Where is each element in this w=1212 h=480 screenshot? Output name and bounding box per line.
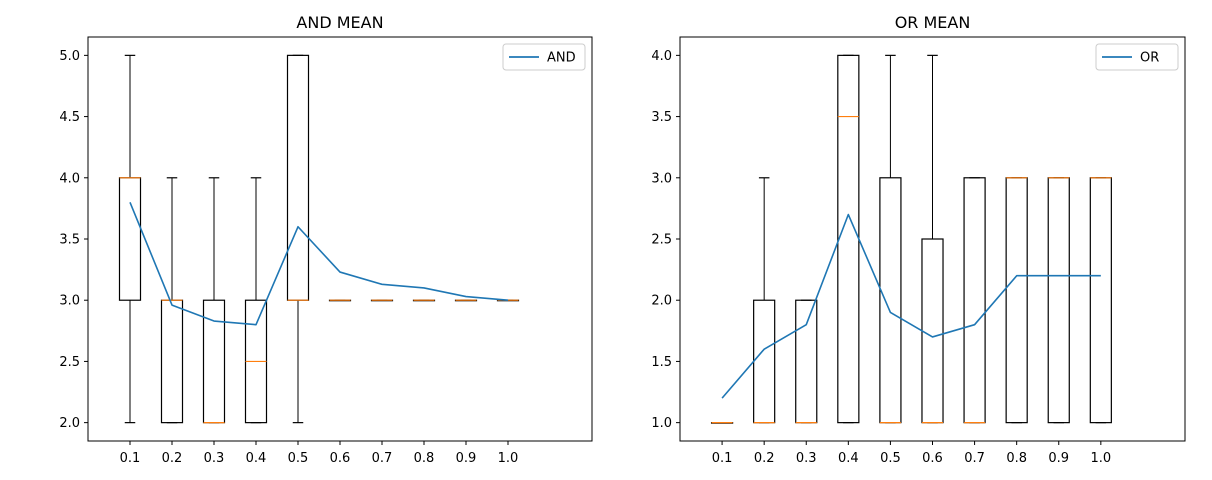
box-0.9: [1047, 177, 1070, 424]
x-tick-label: 0.4: [246, 451, 267, 466]
box-body: [1005, 177, 1028, 424]
x-tick-label: 0.9: [456, 451, 477, 466]
x-tick-label: 0.3: [796, 451, 817, 466]
legend-label: OR: [1140, 51, 1159, 66]
box-0.7: [963, 177, 986, 424]
box-0.4: [837, 54, 860, 424]
box-body: [879, 177, 902, 424]
box-0.7: [370, 299, 394, 302]
chart-panel-1: AND MEAN 2.0 2.5 3.0 3.5 4.0 4.5 5.0 0.1 0.2 0.3 0.…: [59, 13, 593, 466]
box-0.5: [879, 54, 902, 424]
box-body: [837, 54, 860, 424]
x-tick-label: 0.3: [204, 451, 225, 466]
y-tick-label: 5.0: [59, 49, 80, 64]
series-line-or: [721, 213, 1101, 399]
x-tick-label: 0.9: [1048, 451, 1069, 466]
box-0.2: [160, 177, 184, 424]
box-0.4: [244, 177, 268, 424]
x-tick-label: 0.7: [372, 451, 393, 466]
y-tick-label: 3.5: [651, 110, 672, 125]
y-tick-label: 3.0: [59, 294, 80, 309]
legend: OR: [1095, 43, 1179, 71]
legend-box: [502, 43, 586, 71]
x-tick-label: 0.8: [1006, 451, 1027, 466]
x-tick-label: 0.6: [922, 451, 943, 466]
x-tick-label: 0.1: [120, 451, 141, 466]
x-tick-label: 0.4: [838, 451, 859, 466]
legend-label: AND: [547, 51, 576, 66]
box-0.9: [454, 299, 478, 302]
box-0.8: [1005, 177, 1028, 424]
box-0.2: [753, 177, 776, 424]
box-body: [160, 299, 184, 424]
plot-frame: [679, 36, 1186, 442]
box-body: [921, 238, 944, 424]
x-tick-label: 0.5: [288, 451, 309, 466]
plot-frame: [87, 36, 593, 442]
box-body: [753, 299, 776, 424]
legend-box: [1095, 43, 1179, 71]
box-0.3: [795, 299, 818, 424]
box-0.5: [286, 54, 310, 424]
box-0.6: [328, 299, 352, 302]
y-tick-label: 1.5: [651, 355, 672, 370]
y-tick-label: 2.5: [651, 233, 672, 248]
box-0.1: [118, 54, 142, 424]
series-line-and: [129, 201, 509, 326]
y-tick-label: 2.5: [59, 355, 80, 370]
box-body: [795, 299, 818, 424]
chart-title: AND MEAN: [296, 13, 383, 32]
box-1.0: [1089, 177, 1112, 424]
y-tick-label: 1.0: [651, 416, 672, 431]
legend: AND: [502, 43, 586, 71]
box-0.6: [921, 54, 944, 424]
box-body: [963, 177, 986, 424]
x-tick-label: 0.8: [414, 451, 435, 466]
x-tick-label: 1.0: [498, 451, 519, 466]
y-tick-label: 4.0: [651, 49, 672, 64]
box-0.8: [412, 299, 436, 302]
x-tick-label: 1.0: [1090, 451, 1111, 466]
chart-panel-2: OR MEAN 1.0 1.5 2.0 2.5 3.0 3.5 4.0 0.1 0.2 0.3 0.4…: [651, 13, 1186, 466]
y-tick-label: 2.0: [59, 416, 80, 431]
x-tick-label: 0.2: [754, 451, 775, 466]
y-tick-label: 4.5: [59, 110, 80, 125]
box-body: [118, 177, 142, 301]
x-tick-label: 0.6: [330, 451, 351, 466]
box-0.3: [202, 177, 226, 424]
x-tick-label: 0.2: [162, 451, 183, 466]
box-body: [1089, 177, 1112, 424]
y-tick-label: 4.0: [59, 171, 80, 186]
x-tick-label: 0.5: [880, 451, 901, 466]
x-tick-label: 0.1: [712, 451, 733, 466]
box-body: [1047, 177, 1070, 424]
y-tick-label: 2.0: [651, 294, 672, 309]
box-body: [286, 54, 310, 301]
chart-title: OR MEAN: [895, 13, 971, 32]
y-tick-label: 3.0: [651, 171, 672, 186]
x-tick-label: 0.7: [964, 451, 985, 466]
y-tick-label: 3.5: [59, 233, 80, 248]
box-0.1: [710, 422, 734, 424]
